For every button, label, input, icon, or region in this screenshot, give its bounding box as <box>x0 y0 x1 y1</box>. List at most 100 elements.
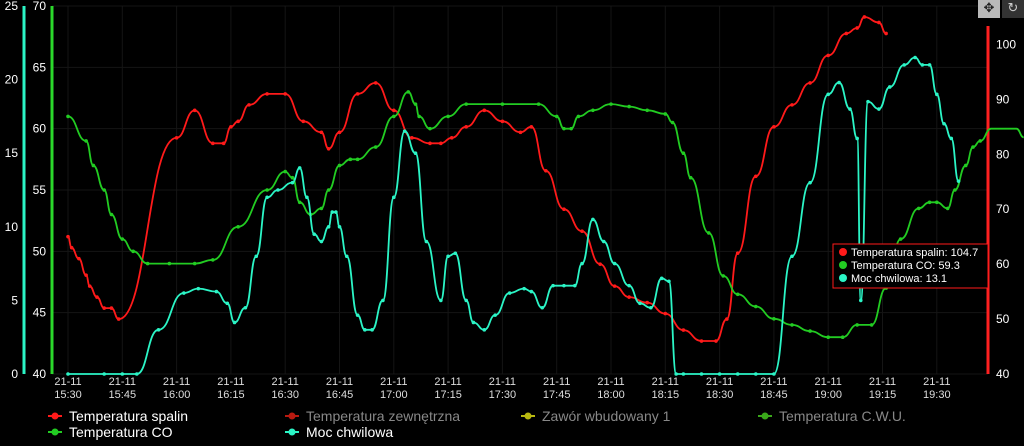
series-point <box>196 286 201 291</box>
series-point <box>735 251 740 255</box>
series-point <box>580 261 584 266</box>
series-point <box>601 239 606 244</box>
series-point <box>598 262 602 266</box>
left-inner-tick-label: 65 <box>33 60 47 74</box>
series-point <box>344 254 349 259</box>
series-point <box>301 119 306 124</box>
series-point <box>363 328 367 332</box>
series-point <box>392 108 396 113</box>
series-point <box>290 175 295 180</box>
series-point <box>265 188 269 192</box>
series-point <box>439 298 443 303</box>
series-point <box>109 306 114 310</box>
series-point <box>877 20 881 25</box>
legend-item[interactable]: Zawór wbudowany 1 <box>542 408 671 424</box>
series-point <box>627 295 631 299</box>
series-point <box>898 237 903 241</box>
right-tick-label: 60 <box>996 257 1010 271</box>
legend-item[interactable]: Temperatura CO <box>69 424 173 440</box>
series-point <box>869 323 874 327</box>
series-point <box>754 372 758 376</box>
x-tick-label: 19:15 <box>869 389 897 401</box>
move-icon[interactable]: ✥ <box>978 0 1000 18</box>
series-point <box>95 295 99 299</box>
series-point <box>562 283 566 288</box>
series-point <box>808 329 812 333</box>
series-point <box>337 130 342 135</box>
series-point <box>102 306 106 310</box>
series-point <box>373 145 378 149</box>
series-point <box>265 92 269 96</box>
tooltip-label: Temperatura CO: 59.3 <box>851 260 960 272</box>
series-point <box>522 286 526 291</box>
series-point <box>464 125 469 129</box>
series-point <box>844 31 849 36</box>
series-point <box>667 279 671 284</box>
series-point <box>471 320 476 325</box>
series-point <box>221 141 226 146</box>
series-point <box>945 206 950 211</box>
series-line-0 <box>67 16 887 342</box>
series-point <box>276 188 280 192</box>
series-point <box>247 103 251 107</box>
series-point <box>305 195 309 200</box>
series-point <box>482 108 487 113</box>
legend-item[interactable]: Temperatura spalin <box>69 408 188 424</box>
series-point <box>84 273 88 277</box>
series-point <box>877 107 881 111</box>
series-point <box>725 317 729 321</box>
series-point <box>373 81 378 85</box>
series-point <box>182 291 186 295</box>
grid <box>52 5 988 375</box>
x-tick-label: 16:15 <box>217 389 245 401</box>
series-point <box>225 301 230 306</box>
series-point <box>956 179 961 183</box>
series-point <box>554 114 559 119</box>
series-point <box>145 261 150 266</box>
series-point <box>963 163 968 168</box>
series-point <box>913 55 917 60</box>
legend-item[interactable]: Temperatura zewnętrzna <box>306 408 460 424</box>
x-tick-label: 17:45 <box>543 389 571 401</box>
series-point <box>229 125 233 129</box>
series-point <box>887 85 892 89</box>
series-point <box>681 328 686 332</box>
left-inner-tick-label: 60 <box>33 122 47 136</box>
x-tick-label: 21-11 <box>760 376 787 388</box>
series-point <box>735 372 740 376</box>
series-point <box>518 130 523 135</box>
series-point <box>211 141 215 146</box>
series-point <box>214 289 219 294</box>
series-point <box>297 166 302 170</box>
series-point <box>627 283 631 288</box>
legend-item[interactable]: Temperatura C.W.U. <box>779 408 906 424</box>
series-point <box>392 114 396 119</box>
series-point <box>927 63 932 67</box>
series-point <box>717 372 722 376</box>
left-outer-tick-label: 0 <box>11 367 18 381</box>
series-point <box>232 320 237 325</box>
series-point <box>609 102 613 106</box>
series-point <box>978 139 983 143</box>
legend-item[interactable]: Moc chwilowa <box>306 424 393 440</box>
series-point <box>935 200 939 205</box>
series-point <box>243 305 248 310</box>
series-point <box>772 317 776 321</box>
legend-swatch-dot <box>761 412 769 420</box>
series-point <box>971 145 975 149</box>
series-point <box>355 157 360 162</box>
series-point <box>772 125 776 129</box>
series-point <box>663 311 668 316</box>
series-point <box>66 114 70 119</box>
left-inner-tick-label: 55 <box>33 183 47 197</box>
series-point <box>772 372 776 376</box>
series-point <box>862 15 867 19</box>
legend[interactable]: Temperatura spalin Temperatura zewnętrzna… <box>48 408 906 440</box>
series-point <box>699 339 704 343</box>
series-point <box>576 114 581 119</box>
refresh-icon[interactable]: ↻ <box>1002 0 1024 18</box>
series-point <box>808 180 812 185</box>
series-point <box>714 339 718 343</box>
x-tick-label: 21-11 <box>543 376 570 388</box>
